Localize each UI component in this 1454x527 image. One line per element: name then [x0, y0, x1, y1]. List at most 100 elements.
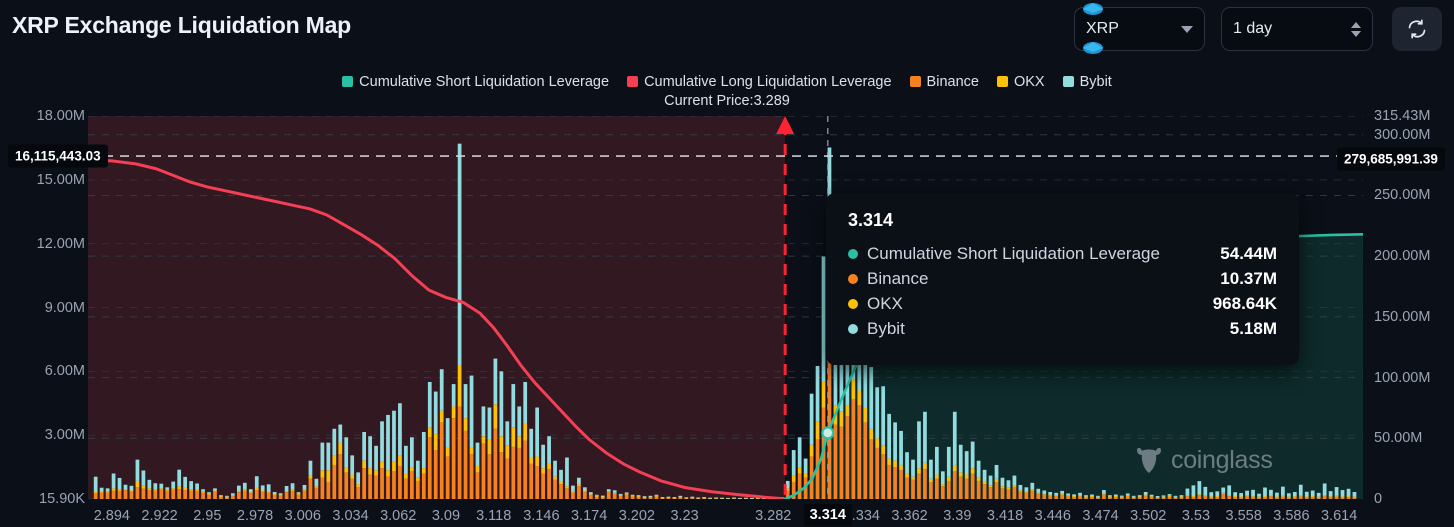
bar-segment-bybit [923, 411, 927, 463]
bar-segment-bybit [577, 477, 581, 485]
bar-segment-okx [1024, 491, 1029, 493]
bar-segment-bybit [147, 479, 152, 489]
bar-segment-binance [857, 405, 862, 499]
bar-segment-binance [99, 492, 104, 499]
bar-segment-binance [1084, 496, 1088, 499]
x-axis-tick: 2.978 [236, 508, 274, 524]
bar-segment-okx [392, 461, 396, 472]
bar-segment-binance [445, 456, 450, 499]
bar-segment-bybit [111, 473, 116, 489]
bar-segment-okx [606, 491, 611, 493]
bar-segment-bybit [935, 446, 939, 475]
bar-segment-binance [254, 490, 259, 499]
bar-segment-okx [332, 455, 337, 465]
bar-segment-binance [577, 486, 581, 499]
bar-segment-bybit [1286, 493, 1291, 497]
bar-segment-okx [344, 467, 349, 473]
bar-segment-okx [1078, 494, 1082, 496]
bar-segment-binance [952, 471, 957, 499]
bar-segment-binance [362, 468, 366, 499]
bar-segment-binance [260, 491, 265, 499]
bar-segment-binance [785, 490, 790, 499]
bar-segment-binance [583, 491, 587, 499]
bar-segment-okx [1257, 496, 1261, 498]
bar-segment-okx [1125, 495, 1130, 497]
bar-segment-bybit [875, 387, 880, 439]
stepper-icon[interactable] [1351, 21, 1361, 37]
bar-segment-okx [207, 493, 211, 495]
interval-select[interactable]: 1 day [1221, 7, 1373, 51]
bar-segment-binance [565, 488, 569, 499]
bar-segment-bybit [1197, 481, 1202, 495]
tooltip-series-value: 10.37M [1220, 269, 1277, 288]
bar-segment-binance [917, 473, 921, 499]
bar-segment-okx [505, 445, 510, 459]
bar-segment-okx [1245, 495, 1249, 497]
bar-segment-binance [1352, 497, 1357, 499]
tooltip-series-dot-icon [848, 249, 858, 259]
bar-segment-okx [970, 468, 975, 474]
bar-segment-bybit [1042, 490, 1047, 494]
bar-segment-okx [380, 461, 384, 469]
bar-segment-okx [159, 488, 164, 490]
bar-segment-bybit [958, 444, 963, 473]
bar-segment-okx [1233, 496, 1238, 497]
bar-segment-binance [547, 469, 551, 499]
bar-segment-bybit [415, 460, 420, 478]
x-axis-tick: 3.282 [755, 508, 792, 524]
bar-segment-bybit [630, 494, 635, 496]
bar-segment-bybit [1125, 493, 1130, 496]
bar-segment-bybit [421, 431, 426, 469]
bar-segment-binance [1263, 496, 1267, 499]
bar-segment-binance [654, 496, 659, 499]
bar-segment-binance [935, 478, 939, 499]
bar-segment-okx [1131, 496, 1136, 498]
bar-segment-okx [1316, 496, 1321, 498]
y-axis-left-tick: 9.00M [44, 299, 85, 316]
bar-segment-bybit [809, 393, 814, 445]
bar-segment-binance [171, 489, 176, 499]
bar-segment-binance [678, 496, 683, 499]
legend-item-bybit[interactable]: Bybit [1062, 74, 1112, 90]
bar-segment-binance [463, 430, 468, 499]
bar-segment-bybit [254, 476, 259, 488]
bar-segment-okx [785, 488, 790, 491]
bar-segment-bybit [386, 414, 390, 471]
bar-segment-okx [398, 455, 402, 467]
bar-segment-okx [117, 489, 122, 491]
bar-segment-binance [1281, 496, 1285, 499]
y-axis-right-tick: 315.43M [1374, 108, 1431, 124]
bar-segment-bybit [1000, 477, 1005, 487]
bar-segment-binance [242, 490, 247, 499]
bar-segment-binance [1167, 496, 1172, 499]
bar-segment-okx [439, 410, 444, 423]
bar-segment-binance [851, 398, 856, 499]
bar-segment-binance [326, 481, 331, 499]
legend-item-cumulative-short-liquidation-leverage[interactable]: Cumulative Short Liquidation Leverage [342, 74, 609, 90]
bar-segment-okx [225, 496, 229, 498]
refresh-button[interactable] [1392, 7, 1442, 51]
bar-segment-okx [815, 421, 820, 440]
bar-segment-bybit [189, 481, 193, 490]
bar-segment-bybit [231, 493, 235, 495]
x-axis-tick: 3.334 [843, 508, 881, 524]
legend-item-cumulative-long-liquidation-leverage[interactable]: Cumulative Long Liquidation Leverage [627, 74, 892, 90]
bar-segment-okx [296, 493, 301, 495]
bar-segment-binance [207, 494, 211, 499]
bar-segment-bybit [1233, 492, 1238, 497]
legend-item-okx[interactable]: OKX [996, 74, 1045, 90]
bar-segment-binance [1275, 496, 1279, 499]
bar-segment-bybit [1298, 484, 1303, 496]
bar-segment-bybit [463, 384, 468, 419]
bar-segment-okx [905, 473, 909, 478]
bar-segment-okx [111, 488, 116, 491]
bar-segment-binance [386, 476, 390, 499]
bar-segment-bybit [863, 364, 868, 408]
legend-item-binance[interactable]: Binance [909, 74, 979, 90]
symbol-select[interactable]: XRP [1074, 7, 1205, 51]
bar-segment-bybit [433, 391, 438, 434]
bar-segment-bybit [266, 484, 271, 492]
bar-segment-binance [642, 497, 647, 499]
bar-segment-okx [523, 423, 528, 441]
bar-segment-bybit [541, 444, 545, 469]
